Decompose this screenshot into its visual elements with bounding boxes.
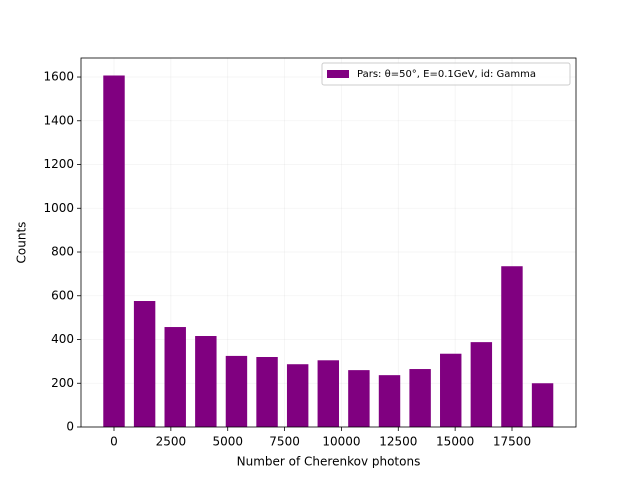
- y-tick-label: 800: [51, 245, 74, 259]
- x-tick-label: 17500: [493, 435, 531, 449]
- bar: [501, 266, 523, 427]
- y-tick-label: 1400: [43, 113, 74, 127]
- bar: [470, 342, 493, 427]
- y-tick-label: 200: [51, 376, 74, 390]
- x-tick-label: 10000: [322, 435, 360, 449]
- x-tick-label: 15000: [436, 435, 474, 449]
- legend-frame: [321, 62, 571, 86]
- x-tick-label: 5000: [212, 435, 243, 449]
- y-tick-label: 1600: [43, 70, 74, 84]
- bar: [378, 375, 401, 427]
- x-tick-label: 2500: [156, 435, 187, 449]
- plot-frame: [80, 57, 577, 428]
- x-tick-label: 12500: [379, 435, 417, 449]
- x-axis-label: Number of Cherenkov photons: [237, 455, 421, 469]
- bar: [348, 370, 370, 427]
- y-axis-label: Counts: [15, 222, 29, 264]
- legend: Pars: θ=50°, E=0.1GeV, id: Gamma: [321, 62, 571, 86]
- bar: [164, 327, 186, 427]
- y-tick-label: 400: [51, 332, 74, 346]
- bar: [195, 336, 217, 427]
- bar: [440, 353, 462, 427]
- bar: [133, 301, 156, 427]
- x-tick-label: 0: [110, 435, 118, 449]
- bar: [103, 75, 125, 427]
- y-tick-label: 1200: [43, 157, 74, 171]
- bar: [409, 369, 431, 427]
- y-tick-label: 600: [51, 288, 74, 302]
- bar: [256, 357, 278, 427]
- bar: [286, 364, 309, 427]
- bar: [531, 383, 554, 427]
- y-tick-label: 0: [66, 420, 74, 434]
- bar: [225, 355, 248, 427]
- bar: [317, 360, 339, 427]
- legend-label: Pars: θ=50°, E=0.1GeV, id: Gamma: [357, 69, 536, 80]
- y-tick-label: 1000: [43, 201, 74, 215]
- x-tick-label: 7500: [269, 435, 300, 449]
- legend-swatch: [327, 70, 349, 78]
